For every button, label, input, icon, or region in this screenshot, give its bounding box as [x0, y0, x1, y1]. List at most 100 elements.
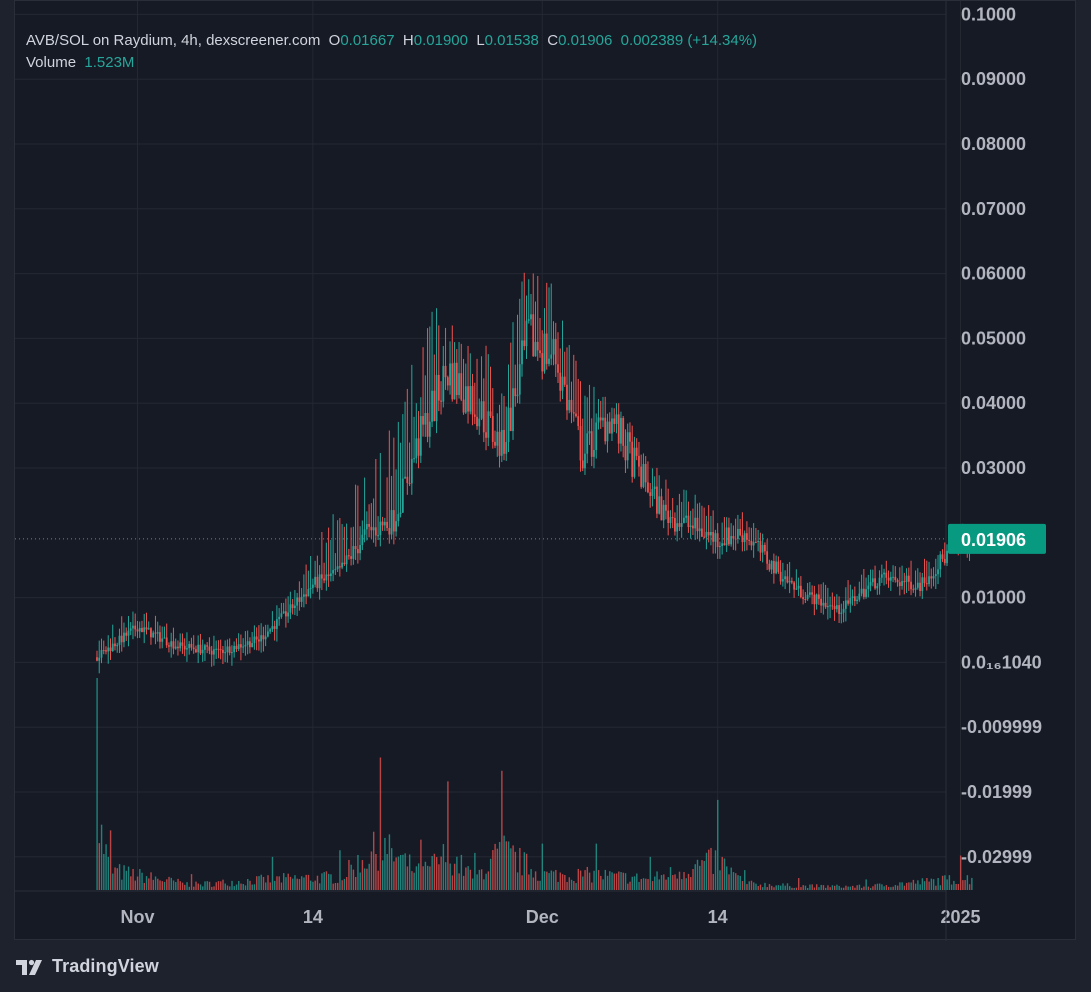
volume-bar: [532, 877, 535, 890]
volume-bar: [296, 878, 298, 890]
volume-bar: [316, 875, 319, 890]
candle-body: [840, 612, 843, 614]
volume-bar: [175, 882, 177, 890]
candle-body: [383, 521, 386, 526]
candle-body: [570, 399, 573, 413]
candle-body: [433, 390, 436, 422]
candle-body: [264, 636, 267, 640]
volume-bar: [233, 886, 235, 890]
candle-body: [336, 566, 339, 570]
volume-bar: [953, 880, 955, 890]
candle-body: [518, 364, 521, 395]
candle-body: [536, 341, 539, 351]
volume-bar: [415, 866, 418, 890]
candle-body: [665, 504, 667, 511]
candle-body: [219, 649, 222, 651]
candle-body: [102, 650, 105, 652]
tradingview-logo-icon: [16, 959, 42, 975]
volume-bar: [107, 856, 110, 890]
candle-body: [179, 642, 182, 649]
candle-body: [123, 632, 125, 643]
volume-bar: [422, 866, 424, 890]
candle-body: [910, 581, 912, 590]
candle-body: [696, 517, 699, 532]
candle-body: [372, 527, 375, 531]
candle-body: [498, 431, 501, 456]
candle-body: [201, 649, 204, 654]
volume-bar: [534, 871, 537, 890]
candle-body: [325, 574, 328, 581]
volume-bar: [557, 881, 559, 890]
open-label: O: [328, 32, 341, 49]
candle-body: [642, 464, 645, 487]
candle-body: [640, 466, 643, 487]
volume-bar: [552, 871, 555, 890]
candle-body: [473, 414, 476, 417]
chart-legend: AVB/SOL on Raydium, 4h, dexscreener.com …: [26, 30, 757, 74]
candle-body: [799, 585, 802, 598]
volume-bar: [343, 878, 346, 890]
candle-body: [525, 320, 528, 347]
candle-body: [467, 386, 469, 412]
volume-bar: [579, 870, 582, 890]
candle-body: [505, 442, 508, 454]
candle-body: [190, 643, 193, 648]
candle-body: [154, 632, 157, 634]
candle-body: [284, 611, 287, 617]
volume-bar: [647, 879, 649, 890]
x-tick-label: 14: [303, 907, 323, 927]
volume-bar: [170, 877, 172, 890]
candle-body: [361, 534, 364, 545]
candle-body: [134, 625, 137, 630]
candle-body: [98, 657, 101, 661]
volume-bar: [453, 863, 456, 890]
candle-body: [352, 546, 355, 559]
volume-bar: [568, 877, 571, 890]
candle-body: [930, 576, 933, 579]
volume-bar: [298, 879, 301, 890]
volume-bar: [672, 875, 674, 890]
volume-bar: [723, 858, 726, 890]
candle-body: [921, 577, 924, 591]
volume-bar: [836, 884, 838, 890]
volume-bar: [301, 876, 303, 890]
volume-bar: [145, 876, 148, 890]
volume-bar: [584, 870, 586, 890]
volume-bar: [161, 881, 164, 890]
candle-body: [262, 635, 265, 640]
volume-bar: [238, 880, 240, 890]
volume-bar: [143, 882, 146, 890]
tradingview-logo[interactable]: TradingView: [16, 956, 159, 977]
volume-bar: [642, 878, 645, 890]
volume-bar: [339, 850, 341, 890]
volume-bar: [96, 678, 98, 890]
candle-body: [552, 339, 555, 355]
candle-body: [96, 657, 98, 661]
volume-bar: [368, 863, 370, 890]
volume-bar: [762, 887, 764, 890]
volume-bar: [334, 882, 337, 890]
candle-body: [482, 401, 485, 433]
candle-body: [370, 526, 373, 531]
candle-body: [946, 550, 948, 564]
candle-body: [750, 540, 753, 546]
volume-bar: [903, 885, 906, 890]
last-price-label: 0.01906: [961, 530, 1026, 550]
volume-bar: [935, 885, 937, 890]
volume-bar: [496, 848, 499, 890]
volume-bar: [235, 884, 238, 890]
candle-body: [937, 569, 939, 575]
candlestick-chart[interactable]: 0.1000 0.09000 0.08000 0.07000 0.06000 0.0500…: [15, 1, 1077, 941]
candle-body: [307, 589, 310, 597]
candle-body: [593, 450, 595, 457]
volume-bar: [150, 872, 152, 890]
volume-bar: [181, 882, 184, 890]
volume-bar: [759, 884, 762, 890]
volume-bar: [433, 853, 436, 890]
volume-bar: [458, 873, 460, 890]
volume-bar: [109, 830, 112, 890]
candle-body: [793, 582, 796, 590]
candle-body: [548, 358, 550, 364]
tradingview-logo-text: TradingView: [52, 956, 159, 976]
candle-body: [615, 414, 618, 424]
